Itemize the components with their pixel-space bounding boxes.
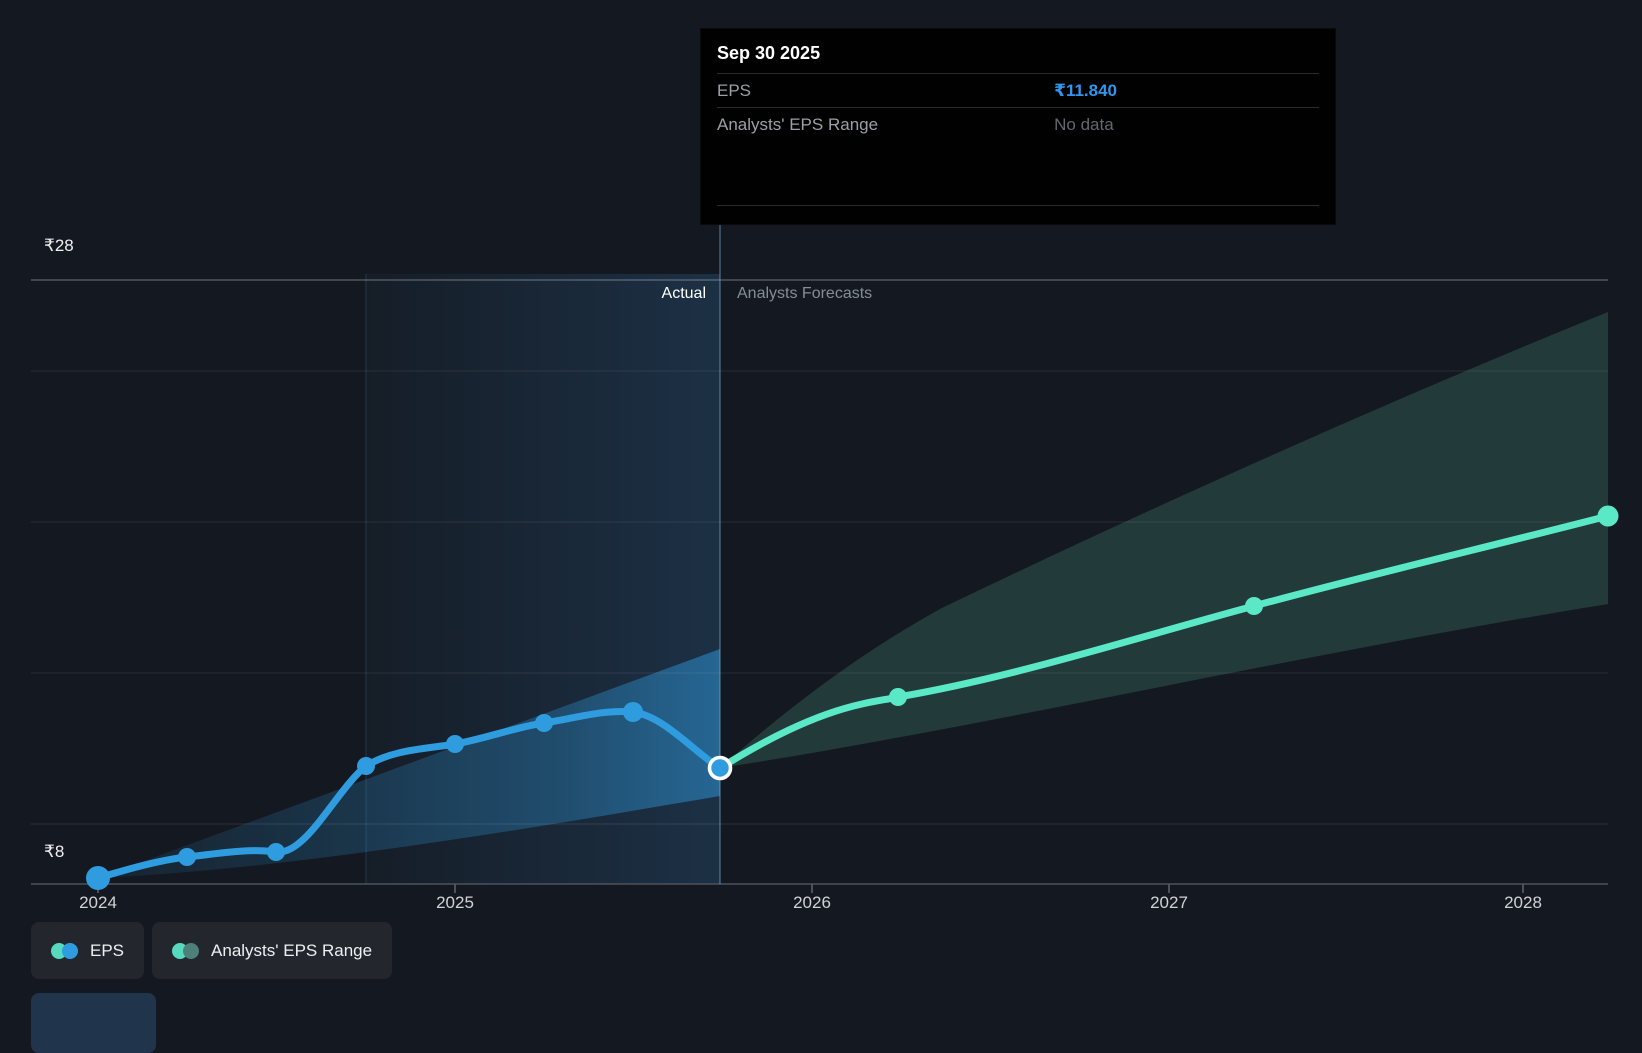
legend-eps-toggle[interactable]: EPS — [31, 922, 145, 979]
actual-range-wedge — [98, 649, 720, 878]
tooltip-range-label: Analysts' EPS Range — [717, 114, 879, 134]
legend-range-label: Analysts' EPS Range — [211, 940, 373, 960]
analysts-range-band — [720, 312, 1608, 768]
tooltip-range-value: No data — [1054, 114, 1114, 134]
x-axis-label-2028: 2028 — [1504, 893, 1542, 912]
chart-legend: EPS Analysts' EPS Range — [31, 922, 393, 979]
selected-point-marker[interactable] — [707, 755, 733, 781]
tooltip-date: Sep 30 2025 — [717, 43, 821, 63]
x-axis-label-2024: 2024 — [79, 893, 117, 912]
x-axis-label-2025: 2025 — [436, 893, 474, 912]
actual-data-points[interactable] — [86, 702, 643, 890]
tooltip-divider — [717, 107, 1319, 108]
tooltip-range-row: Analysts' EPS Range No data — [717, 108, 1319, 141]
eps-series-icon — [51, 942, 79, 959]
tooltip-eps-value: ₹11.840 — [1054, 80, 1117, 100]
tooltip-eps-row: EPS ₹11.840 — [717, 74, 1319, 107]
chart-tooltip: Sep 30 2025 EPS ₹11.840 Analysts' EPS Ra… — [700, 28, 1336, 225]
forecast-region-label: Analysts Forecasts — [737, 285, 873, 302]
legend-eps-label: EPS — [90, 940, 125, 960]
forecast-eps-line[interactable] — [716, 512, 1612, 772]
x-axis-label-2026: 2026 — [793, 893, 831, 912]
y-axis-label-bottom: ₹8 — [44, 842, 65, 861]
actual-region-label: Actual — [661, 285, 706, 302]
range-series-icon — [172, 942, 200, 959]
tooltip-bottom-divider — [717, 205, 1319, 206]
tooltip-eps-label: EPS — [717, 80, 752, 100]
x-axis-ticks — [97, 884, 1524, 893]
forecast-data-points[interactable] — [889, 505, 1619, 707]
x-axis-label-2027: 2027 — [1150, 893, 1188, 912]
y-axis-label-top: ₹28 — [44, 236, 74, 255]
tooltip-divider — [717, 73, 1319, 74]
partial-bottom-pill[interactable] — [31, 993, 156, 1053]
legend-range-toggle[interactable]: Analysts' EPS Range — [152, 922, 393, 979]
